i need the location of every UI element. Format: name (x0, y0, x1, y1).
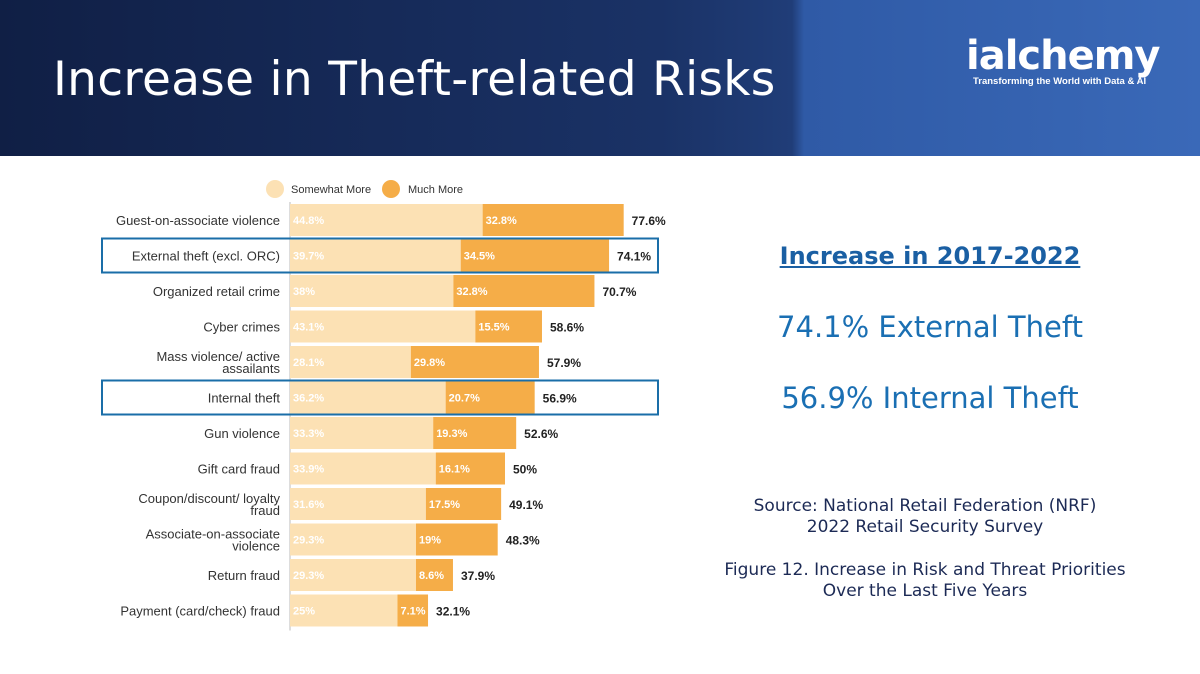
data-label-total: 52.6% (524, 427, 558, 441)
bar-much-more (433, 417, 517, 449)
data-label-total: 57.9% (547, 356, 581, 370)
page-title: Increase in Theft-related Risks (53, 52, 776, 107)
source-line-1: Source: National Retail Federation (NRF) (753, 496, 1097, 516)
data-label-much-more: 7.1% (401, 606, 426, 618)
data-label-total: 56.9% (543, 392, 577, 406)
bar-somewhat-more (290, 204, 483, 236)
category-tick-label: Mass violence/ active (156, 349, 280, 364)
category-tick-label: fraud (250, 503, 280, 518)
data-label-total: 49.1% (509, 498, 543, 512)
data-label-somewhat-more: 25% (293, 606, 315, 618)
legend-swatch-much-more (382, 180, 400, 198)
figure-line-2: Over the Last Five Years (822, 581, 1028, 601)
bar-much-more (415, 523, 498, 556)
bar-somewhat-more (290, 559, 416, 591)
ialchemy-logo: ialchemy Transforming the World with Dat… (966, 34, 1166, 94)
data-label-much-more: 32.8% (456, 286, 487, 298)
category-tick-label: Coupon/discount/ loyalty (138, 491, 280, 506)
data-label-somewhat-more: 39.7% (293, 251, 324, 263)
data-label-somewhat-more: 29.3% (293, 535, 324, 547)
data-label-much-more: 19.3% (436, 428, 467, 440)
bar-much-more (460, 239, 610, 272)
category-tick-label: Return fraud (208, 568, 280, 583)
data-label-somewhat-more: 36.2% (293, 393, 324, 405)
category-tick-label: Internal theft (208, 391, 281, 406)
data-label-total: 37.9% (461, 569, 495, 583)
bar-somewhat-more (290, 275, 454, 307)
bar-much-more (482, 204, 624, 236)
category-tick-label: Payment (card/check) fraud (120, 604, 280, 619)
data-label-much-more: 15.5% (478, 322, 509, 334)
category-tick-label: assailants (222, 361, 280, 376)
legend-swatch-somewhat-more (266, 180, 284, 198)
bar-somewhat-more (290, 417, 434, 449)
category-tick-label: Associate-on-associate (146, 527, 280, 542)
data-label-much-more: 19% (419, 535, 441, 547)
data-label-much-more: 17.5% (429, 499, 460, 511)
data-label-much-more: 29.8% (414, 357, 445, 369)
bar-somewhat-more (290, 310, 476, 343)
figure-caption: Figure 12. Increase in Risk and Threat P… (700, 560, 1150, 602)
category-tick-label: Organized retail crime (153, 284, 280, 299)
bar-much-more (453, 275, 595, 307)
data-label-much-more: 8.6% (419, 570, 444, 582)
stacked-bar-chart: Somewhat More Much More 44.8% 32.8% 77.6% Gue… (0, 170, 700, 640)
logo-tagline: Transforming the World with Data & AI (973, 76, 1147, 87)
highlight-box (101, 379, 659, 416)
category-tick-label: Gift card fraud (198, 462, 280, 477)
bar-much-more (425, 488, 502, 520)
bar-much-more (445, 381, 535, 414)
data-label-much-more: 32.8% (486, 215, 517, 227)
chart-svg: Somewhat More Much More 44.8% 32.8% 77.6% Gue… (101, 180, 666, 631)
data-label-total: 48.3% (506, 534, 540, 548)
highlight-box (101, 237, 659, 274)
data-label-total: 58.6% (550, 321, 584, 335)
logo-brand: ialchemy (966, 33, 1160, 79)
header-banner: Increase in Theft-related Risks ialchemy… (0, 0, 1200, 156)
bar-somewhat-more (290, 594, 398, 627)
data-label-total: 70.7% (602, 285, 636, 299)
data-label-somewhat-more: 28.1% (293, 357, 324, 369)
data-label-somewhat-more: 44.8% (293, 215, 324, 227)
data-label-somewhat-more: 33.9% (293, 464, 324, 476)
category-tick-label: Gun violence (204, 426, 280, 441)
bar-somewhat-more (290, 239, 461, 272)
data-label-total: 32.1% (436, 605, 470, 619)
data-label-somewhat-more: 29.3% (293, 570, 324, 582)
category-tick-label: Guest-on-associate violence (116, 213, 280, 228)
category-tick-label: Cyber crimes (203, 320, 280, 335)
data-label-much-more: 34.5% (464, 251, 495, 263)
data-label-somewhat-more: 33.3% (293, 428, 324, 440)
legend-label-much-more: Much More (408, 184, 463, 196)
bar-much-more (435, 452, 505, 485)
category-tick-label: violence (232, 539, 280, 554)
data-label-somewhat-more: 31.6% (293, 499, 324, 511)
data-label-somewhat-more: 43.1% (293, 322, 324, 334)
bar-somewhat-more (290, 488, 426, 520)
category-tick-label: External theft (excl. ORC) (132, 249, 280, 264)
summary-heading: Increase in 2017-2022 (779, 242, 1081, 270)
source-citation: Source: National Retail Federation (NRF)… (700, 496, 1150, 538)
bar-much-more (410, 346, 539, 378)
bar-much-more (475, 310, 542, 343)
data-label-total: 74.1% (617, 250, 651, 264)
bar-somewhat-more (290, 346, 411, 378)
source-line-2: 2022 Retail Security Survey (806, 517, 1044, 537)
data-label-total: 50% (513, 463, 537, 477)
internal-theft-stat: 56.9% Internal Theft (781, 381, 1079, 415)
bar-somewhat-more (290, 452, 436, 485)
external-theft-stat: 74.1% External Theft (777, 310, 1083, 344)
bar-much-more (397, 594, 429, 627)
legend-label-somewhat-more: Somewhat More (291, 184, 371, 196)
bar-much-more (415, 559, 453, 591)
data-label-much-more: 20.7% (449, 393, 480, 405)
figure-line-1: Figure 12. Increase in Risk and Threat P… (724, 560, 1126, 580)
data-label-much-more: 16.1% (439, 464, 470, 476)
bar-somewhat-more (290, 523, 416, 556)
bar-somewhat-more (290, 381, 446, 414)
data-label-somewhat-more: 38% (293, 286, 315, 298)
data-label-total: 77.6% (632, 214, 666, 228)
